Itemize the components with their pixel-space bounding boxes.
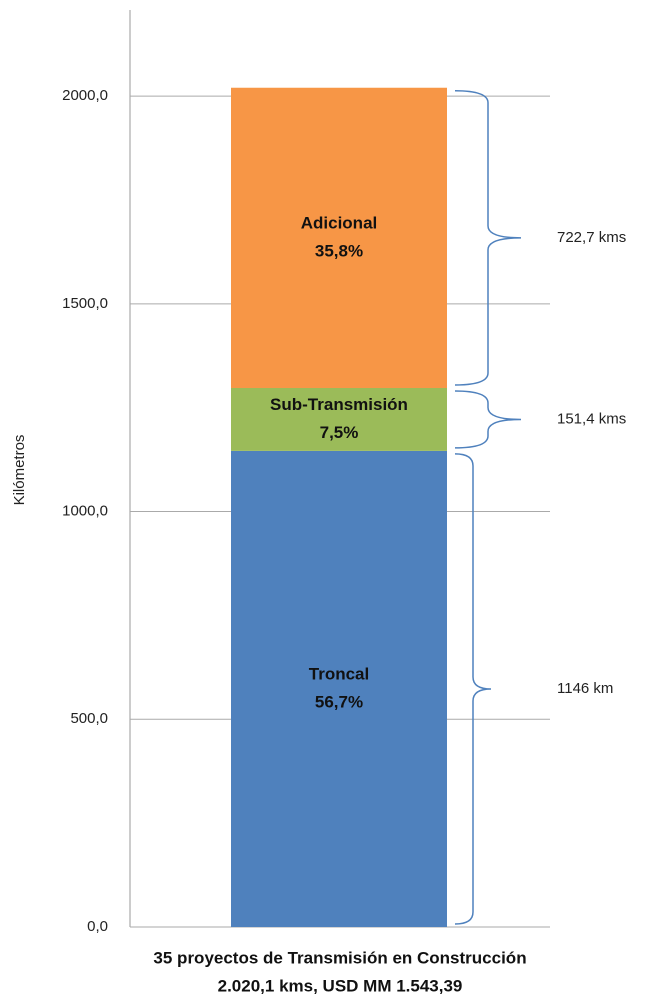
segment-name: Adicional [301, 213, 378, 232]
subtitle: 2.020,1 kms, USD MM 1.543,39 [218, 976, 463, 995]
y-tick-label: 0,0 [87, 918, 108, 935]
y-tick-label: 2000,0 [62, 87, 108, 104]
value-label: 722,7 kms [557, 229, 626, 246]
bar-segment [231, 450, 447, 927]
y-axis-label: Kilómetros [11, 435, 28, 506]
segment-share: 7,5% [320, 423, 359, 442]
segment-name: Sub-Transmisión [270, 395, 408, 414]
segment-share: 56,7% [315, 692, 363, 711]
segment-share: 35,8% [315, 241, 363, 260]
y-tick-label: 500,0 [70, 710, 108, 727]
value-label: 1146 km [557, 680, 613, 697]
bar-segment [231, 387, 447, 451]
brace [454, 390, 522, 449]
brace [454, 89, 522, 386]
segment-name: Troncal [309, 664, 369, 683]
x-tick-label: 35 proyectos de Transmisión en Construcc… [153, 948, 526, 967]
value-label: 151,4 kms [557, 410, 626, 427]
brace [454, 453, 492, 925]
bar-segment [231, 87, 447, 388]
y-tick-label: 1500,0 [62, 295, 108, 312]
y-tick-label: 1000,0 [62, 503, 108, 520]
